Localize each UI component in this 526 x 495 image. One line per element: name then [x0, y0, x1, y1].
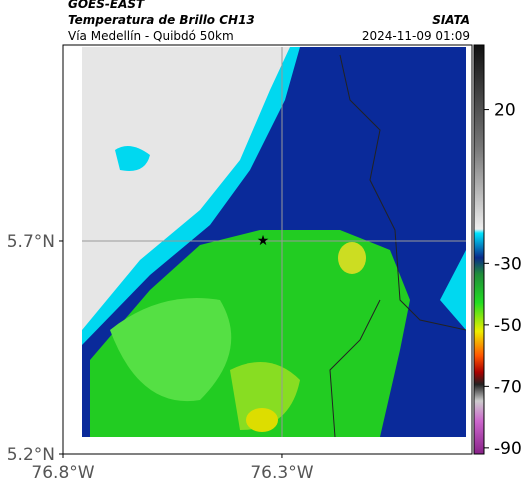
colorbar-tick-label: -50 [494, 316, 522, 336]
subtitle: Vía Medellín - Quibdó 50km [68, 29, 234, 43]
agency: SIATA [432, 13, 470, 27]
y-tick-label: 5.7°N [7, 232, 55, 252]
x-tick-label: 76.8°W [31, 463, 94, 483]
colorbar-tick-label: 20 [494, 101, 516, 121]
datetime: 2024-11-09 01:09 [362, 29, 470, 43]
title: Temperatura de Brillo CH13 [68, 13, 255, 27]
colorbar [473, 44, 485, 455]
y-tick-label: 5.2°N [7, 445, 55, 465]
map-frame [62, 44, 473, 455]
svg-text:★: ★ [257, 233, 270, 249]
colorbar-tick-label: -30 [494, 254, 522, 274]
source: GOES-EAST [68, 0, 145, 11]
x-tick-label: 76.3°W [250, 463, 313, 483]
colorbar-tick-label: -70 [494, 377, 522, 397]
colorbar-tick-label: -90 [494, 439, 522, 459]
satellite-image: ★ [82, 47, 466, 437]
